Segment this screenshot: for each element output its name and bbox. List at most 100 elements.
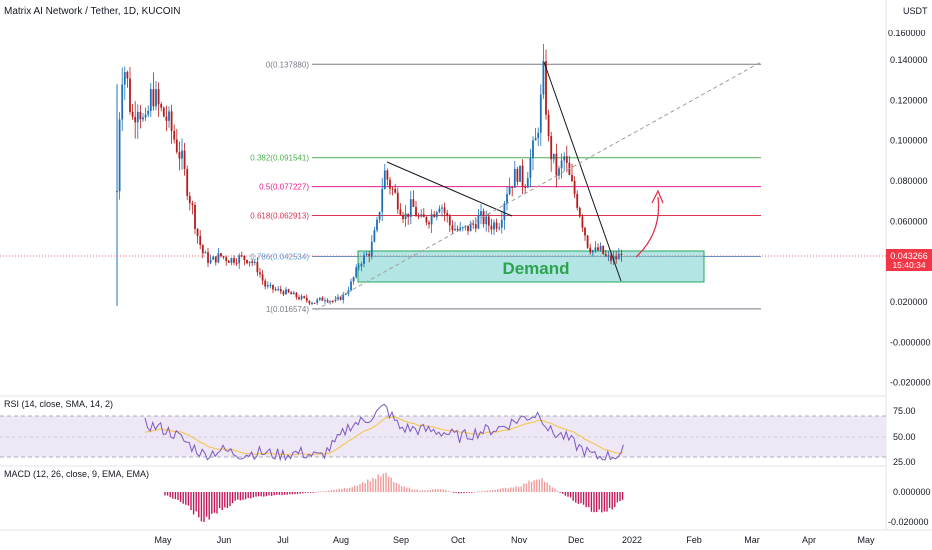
candle-body	[594, 247, 597, 251]
macd-bar	[213, 492, 216, 513]
candle-body	[168, 111, 170, 121]
macd-bar	[458, 492, 460, 494]
candle-body	[586, 235, 589, 248]
candle-body	[558, 168, 560, 176]
time-axis-label: Sep	[393, 535, 409, 545]
candle-body	[415, 206, 417, 217]
rsi-tick-75: 75.00	[893, 406, 916, 416]
price-tick-label: -0.000000	[890, 337, 931, 347]
macd-bar	[523, 483, 525, 492]
candle-body	[329, 301, 332, 303]
candle-body	[303, 296, 306, 298]
candle-body	[134, 116, 137, 123]
candle-body	[399, 209, 402, 215]
macd-bar	[302, 492, 304, 494]
price-axis: 0.140000 0.120000 0.100000 0.080000 0.060000…	[890, 55, 931, 388]
candle-body	[417, 216, 420, 218]
time-axis-label: Jun	[217, 535, 232, 545]
time-axis-label: Apr	[802, 535, 816, 545]
macd-bar	[512, 487, 515, 492]
macd-bar	[445, 490, 447, 492]
macd-bar	[343, 487, 346, 492]
candle-body	[368, 253, 371, 257]
candle-body	[238, 255, 241, 264]
candle-body	[490, 225, 493, 230]
candle-body	[326, 300, 329, 302]
candle-body	[578, 207, 581, 217]
candle-body	[474, 224, 477, 229]
macd-bar	[374, 479, 377, 492]
macd-bar	[432, 489, 434, 492]
upward-curved-arrow[interactable]	[635, 196, 660, 258]
macd-bar	[507, 488, 509, 492]
fib-diagonal-dashed-line[interactable]	[315, 61, 762, 311]
macd-bar	[463, 492, 465, 494]
macd-bar	[257, 492, 260, 497]
fib-level-label: 0(0.137880)	[266, 60, 309, 69]
macd-bar	[328, 490, 330, 492]
candle-body	[142, 117, 144, 120]
macd-bar	[341, 488, 343, 492]
candle-body	[240, 255, 243, 257]
macd-title: MACD (12, 26, close, 9, EMA, EMA)	[4, 469, 149, 479]
candle-body	[155, 89, 157, 107]
candle-body	[207, 252, 209, 263]
candle-body	[607, 255, 610, 257]
macd-bar	[322, 491, 325, 493]
candle-body	[425, 217, 428, 223]
candle-body	[422, 214, 425, 218]
macd-bar	[390, 477, 392, 492]
candle-body	[118, 119, 121, 192]
candle-body	[181, 150, 183, 159]
macd-bar	[203, 492, 205, 522]
candle-body	[220, 253, 222, 257]
candle-body	[305, 297, 308, 301]
macd-bar	[419, 490, 421, 492]
macd-bar	[538, 479, 541, 492]
candle-body	[511, 186, 514, 188]
time-axis-label: Aug	[333, 535, 349, 545]
macd-bar	[380, 476, 382, 492]
macd-bar	[478, 491, 481, 493]
candle-body	[529, 158, 532, 179]
candle-body	[259, 272, 261, 275]
macd-bar	[601, 492, 603, 513]
macd-bar	[187, 492, 190, 506]
macd-bar	[536, 479, 538, 492]
candle-body	[222, 256, 225, 258]
candle-body	[547, 114, 550, 136]
falling-trendline-1[interactable]	[386, 161, 513, 217]
candle-body	[313, 302, 316, 304]
macd-bar	[377, 474, 379, 492]
candle-body	[235, 262, 238, 264]
demand-label: Demand	[502, 259, 569, 278]
candle-body	[500, 220, 503, 228]
candle-body	[389, 179, 391, 189]
macd-bar	[224, 492, 226, 508]
macd-bar	[614, 492, 616, 508]
macd-bar	[346, 488, 348, 492]
candle-body	[446, 212, 449, 217]
candle-body	[373, 230, 376, 242]
macd-bar	[447, 490, 450, 492]
candle-body	[571, 174, 573, 181]
macd-bar	[608, 492, 611, 508]
candle-body	[519, 165, 521, 182]
candle-body	[376, 219, 378, 231]
macd-bar	[437, 488, 439, 492]
macd-bar	[330, 490, 333, 492]
macd-bar	[429, 489, 431, 492]
candle-body	[602, 245, 605, 255]
macd-bar	[255, 492, 257, 497]
candle-body	[160, 103, 163, 108]
candle-body	[357, 266, 360, 268]
candle-body	[599, 245, 602, 251]
falling-trendline-2[interactable]	[543, 61, 622, 282]
macd-bar	[564, 492, 567, 496]
candle-body	[282, 291, 285, 295]
macd-bar	[359, 484, 361, 492]
chart-title: Matrix AI Network / Tether, 1D, KUCOIN	[4, 6, 181, 17]
macd-bar	[164, 492, 166, 496]
rsi-tick-50: 50.00	[893, 432, 916, 442]
